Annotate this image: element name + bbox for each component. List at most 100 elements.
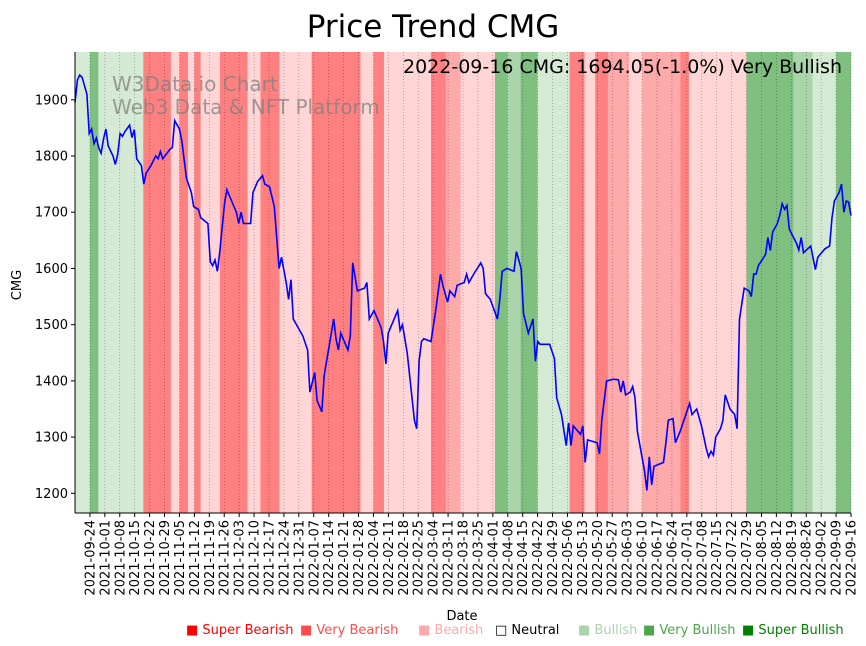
x-tick-label: 2022-04-29 <box>546 520 561 596</box>
band-very-bearish <box>147 52 171 513</box>
x-tick-label: 2021-12-03 <box>233 520 248 596</box>
x-tick-label: 2022-06-24 <box>665 520 680 596</box>
x-tick-label: 2022-02-18 <box>397 520 412 596</box>
x-tick-label: 2022-08-19 <box>785 520 800 596</box>
x-tick-label: 2022-04-22 <box>531 520 546 596</box>
x-tick-label: 2022-07-15 <box>710 520 725 596</box>
x-tick-label: 2022-05-20 <box>591 520 606 596</box>
y-tick-label: 1700 <box>35 206 68 221</box>
trend-bands <box>75 52 851 513</box>
band-very-bullish <box>746 52 794 513</box>
band-bearish <box>200 52 220 513</box>
x-tick-label: 2022-03-18 <box>457 520 472 596</box>
x-tick-label: 2022-03-11 <box>442 520 457 596</box>
legend-item-very-bearish: ■ Very Bearish <box>300 623 398 638</box>
x-tick-label: 2022-06-17 <box>651 520 666 596</box>
x-tick-label: 2022-08-05 <box>755 520 770 596</box>
vertical-gridlines <box>89 52 852 513</box>
x-tick-label: 2021-10-08 <box>113 520 128 596</box>
band-very-bearish <box>311 52 361 513</box>
x-tick-label: 2021-09-24 <box>83 520 98 596</box>
band-very-bearish <box>260 52 280 513</box>
price-line <box>74 73 852 491</box>
band-bearish <box>187 52 195 513</box>
x-tick-label: 2022-09-09 <box>830 520 845 596</box>
x-tick-label: 2021-11-26 <box>218 520 233 596</box>
x-tick-label: 2022-02-25 <box>412 520 427 596</box>
x-tick-label: 2021-10-29 <box>158 520 173 596</box>
x-tick-label: 2021-11-19 <box>203 520 218 596</box>
y-tick-label: 1900 <box>35 93 68 108</box>
legend: ■ Super Bearish ■ Very Bearish ■ Bearish □ … <box>186 623 844 638</box>
x-tick-label: 2022-06-10 <box>636 520 651 596</box>
x-tick-label: 2022-02-11 <box>382 520 397 596</box>
x-tick-label: 2022-08-12 <box>770 520 785 596</box>
band-bearish <box>247 52 261 513</box>
band-bullish <box>75 52 90 513</box>
band-bearish <box>629 52 643 513</box>
x-tick-label: 2022-01-21 <box>337 520 352 596</box>
x-tick-label: 2022-01-28 <box>352 520 367 596</box>
band-bearish <box>584 52 596 513</box>
x-tick-label: 2021-12-17 <box>263 520 278 596</box>
legend-item-very-bullish: ■ Very Bullish <box>643 623 735 638</box>
y-tick-label: 1200 <box>35 487 68 502</box>
y-ticks: 1200 1300 1400 1500 1600 1700 1800 1900 <box>35 93 75 502</box>
band-bearish-mid <box>607 52 630 513</box>
y-tick-label: 1800 <box>35 150 68 165</box>
band-very-bearish <box>143 52 148 513</box>
band-bullish-mid <box>507 52 521 513</box>
band-very-bullish <box>836 52 851 513</box>
band-very-bearish <box>179 52 188 513</box>
x-tick-label: 2022-04-01 <box>486 520 501 596</box>
band-bullish <box>812 52 837 513</box>
y-tick-label: 1300 <box>35 431 68 446</box>
x-tick-label: 2022-03-04 <box>427 520 442 596</box>
x-tick-label: 2021-10-15 <box>128 520 143 596</box>
legend-item-neutral: □ Neutral <box>495 623 559 638</box>
band-bearish <box>279 52 312 513</box>
band-very-bullish <box>89 52 99 513</box>
x-tick-label: 2022-07-22 <box>725 520 740 596</box>
chart-title: Price Trend CMG <box>307 9 560 45</box>
x-tick-label: 2021-12-24 <box>277 520 292 596</box>
x-tick-label: 2022-01-07 <box>307 520 322 596</box>
x-tick-label: 2022-09-16 <box>845 520 860 596</box>
y-tick-label: 1500 <box>35 318 68 333</box>
x-tick-label: 2022-07-01 <box>680 520 695 596</box>
band-bearish <box>688 52 747 513</box>
band-very-bearish <box>373 52 385 513</box>
x-tick-label: 2022-09-02 <box>815 520 830 596</box>
watermark-line-1: W3Data.io Chart <box>112 72 278 96</box>
legend-item-bearish: ■ Bearish <box>418 623 483 638</box>
x-tick-label: 2022-04-08 <box>501 520 516 596</box>
x-tick-label: 2022-07-08 <box>695 520 710 596</box>
band-bearish-mid <box>445 52 461 513</box>
band-very-bearish <box>194 52 201 513</box>
x-tick-label: 2022-01-14 <box>322 520 337 596</box>
x-tick-label: 2022-08-26 <box>800 520 815 596</box>
x-tick-label: 2021-11-12 <box>188 520 203 596</box>
legend-item-super-bearish: ■ Super Bearish <box>186 623 294 638</box>
band-very-bearish <box>431 52 446 513</box>
band-very-bullish <box>520 52 538 513</box>
x-tick-label: 2021-10-01 <box>98 520 113 596</box>
x-tick-label: 2022-04-15 <box>516 520 531 596</box>
y-axis-label: CMG <box>10 270 25 300</box>
band-very-bearish <box>219 52 248 513</box>
x-tick-label: 2022-07-29 <box>740 520 755 596</box>
band-very-bearish <box>680 52 689 513</box>
x-tick-label: 2022-06-03 <box>621 520 636 596</box>
legend-item-super-bullish: ■ Super Bullish <box>742 623 844 638</box>
x-tick-label: 2022-03-25 <box>471 520 486 596</box>
band-bullish <box>537 52 570 513</box>
price-annotation: 2022-09-16 CMG: 1694.05(-1.0%) Very Bull… <box>403 56 842 78</box>
x-tick-label: 2021-11-05 <box>173 520 188 596</box>
y-tick-label: 1600 <box>35 262 68 277</box>
band-bearish-mid <box>642 52 681 513</box>
x-tick-label: 2022-02-04 <box>367 520 382 596</box>
band-bullish <box>98 52 144 513</box>
x-ticks: 2021-09-24 2021-10-01 2021-10-08 2021-10-15… <box>83 513 860 596</box>
band-bullish-mid <box>793 52 813 513</box>
